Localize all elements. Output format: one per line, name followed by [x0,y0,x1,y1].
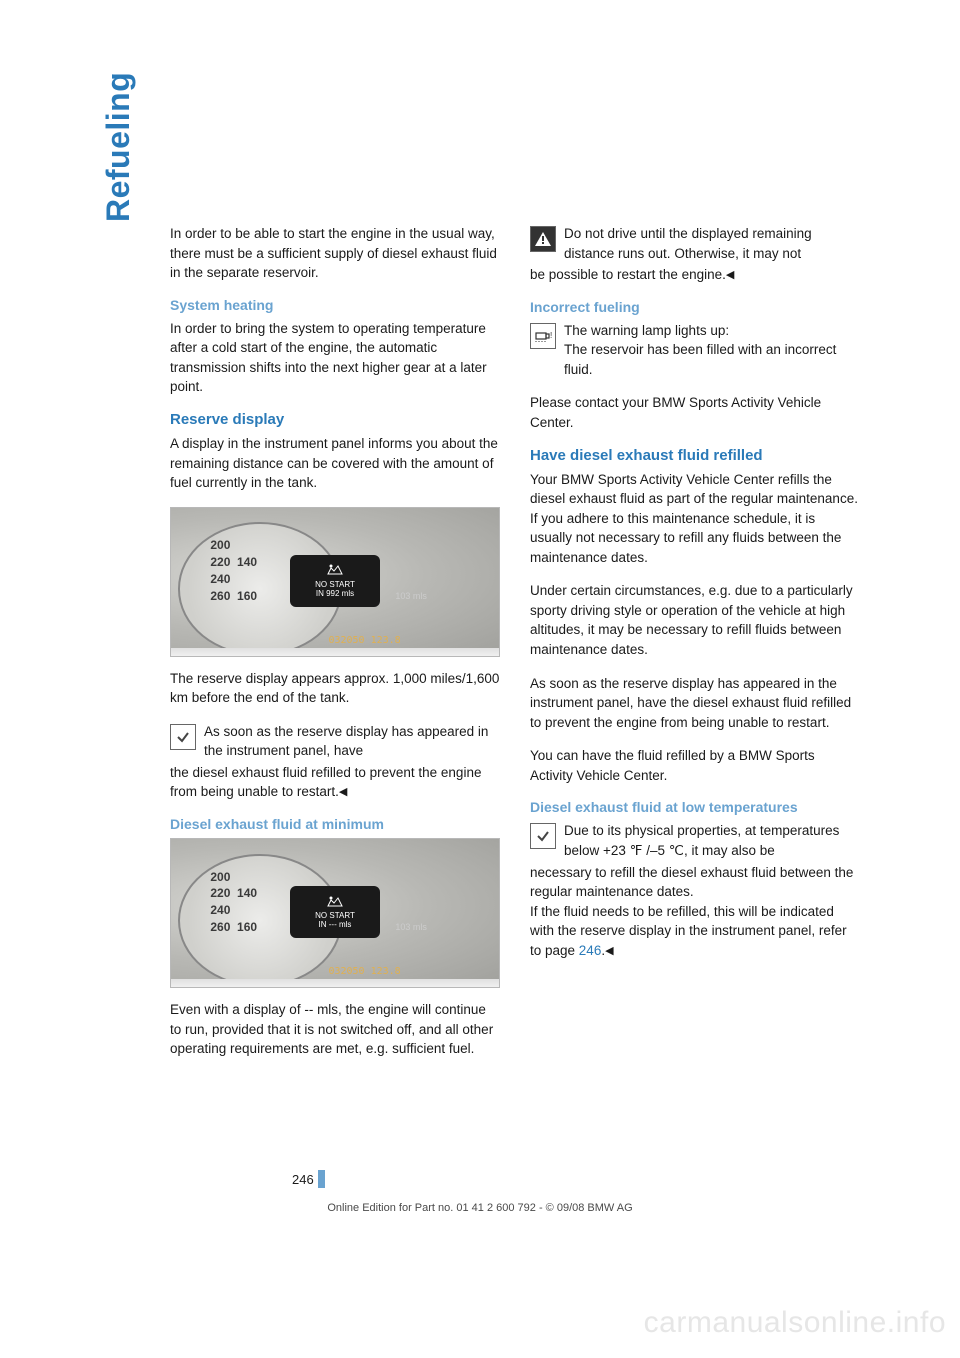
reserve-distance-text: The reserve display appears approx. 1,00… [170,669,500,708]
warning-dont-drive: Do not drive until the displayed remaini… [530,224,860,263]
instrument-panel-image-2: 200 220 140 240 260 160 NO START IN --- … [170,838,500,988]
warning-lamp-text: The warning lamp lights up: The reservoi… [564,321,860,380]
columns: In order to be able to start the engine … [170,224,860,1073]
note-reserve-lead: As soon as the reserve display has appea… [204,722,500,761]
warning-icon [530,226,556,252]
section-title: Refueling [100,72,137,222]
note-icon [170,724,196,750]
page-ref-link[interactable]: 246 [579,943,602,958]
note-low-temp-cont2: If the fluid needs to be refilled, this … [530,902,860,961]
note-low-temp: Due to its physical properties, at tempe… [530,821,860,860]
refill-p3: As soon as the reserve display has appea… [530,674,860,733]
refill-p4: You can have the fluid refilled by a BMW… [530,746,860,785]
instrument-panel-image-1: 200 220 140 240 260 160 NO START IN 992 … [170,507,500,657]
heading-low-temp: Diesel exhaust fluid at low temperatures [530,799,860,815]
warning-lamp-icon: ! [530,323,556,349]
left-column: In order to be able to start the engine … [170,224,500,1073]
page-root: Refueling In order to be able to start t… [0,0,960,1073]
warning-cont: be possible to restart the engine.◀ [530,265,860,285]
note-reserve: As soon as the reserve display has appea… [170,722,500,761]
footer: Online Edition for Part no. 01 41 2 600 … [0,1202,960,1214]
def-minimum-text: Even with a display of -- mls, the engin… [170,1000,500,1059]
intro-text: In order to be able to start the engine … [170,224,500,283]
heading-have-refilled: Have diesel exhaust fluid refilled [530,447,860,464]
right-column: Do not drive until the displayed remaini… [530,224,860,1073]
heading-reserve-display: Reserve display [170,411,500,428]
watermark: carmanualsonline.info [644,1306,946,1340]
note-icon [530,823,556,849]
reserve-display-intro: A display in the instrument panel inform… [170,434,500,493]
refill-p2: Under certain circumstances, e.g. due to… [530,581,860,659]
heading-system-heating: System heating [170,297,500,313]
page-number: 246 [292,1170,325,1188]
warning-lamp-block: ! The warning lamp lights up: The reserv… [530,321,860,380]
note-reserve-cont: the diesel exhaust fluid refilled to pre… [170,763,500,802]
warning-lead: Do not drive until the displayed remaini… [564,224,860,263]
heading-incorrect-fueling: Incorrect fueling [530,299,860,315]
copyright: Online Edition for Part no. 01 41 2 600 … [0,1202,960,1214]
contact-text: Please contact your BMW Sports Activity … [530,393,860,432]
heading-def-minimum: Diesel exhaust fluid at minimum [170,816,500,832]
system-heating-text: In order to bring the system to operatin… [170,319,500,397]
svg-text:!: ! [550,331,552,340]
refill-p1: Your BMW Sports Activity Vehicle Center … [530,470,860,568]
note-low-temp-lead: Due to its physical properties, at tempe… [564,821,860,860]
note-low-temp-cont1: necessary to refill the diesel exhaust f… [530,863,860,902]
